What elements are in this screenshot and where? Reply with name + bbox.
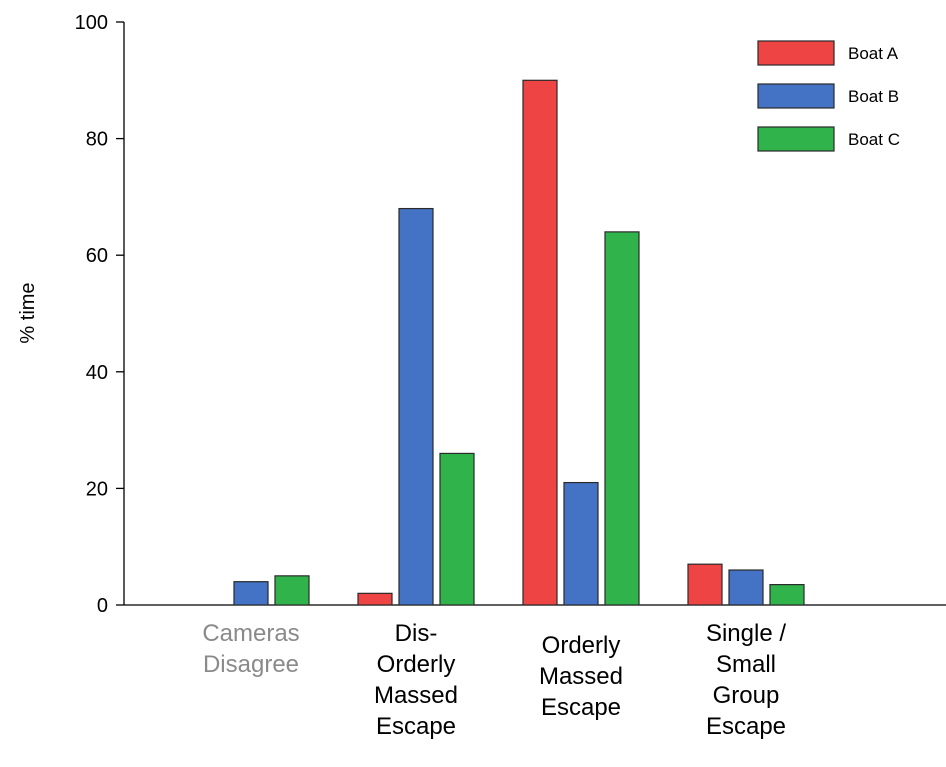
legend-label: Boat C [848,130,900,149]
x-category-label-line: Escape [541,694,621,721]
y-tick-label: 80 [86,129,108,151]
bar-boat-a-cat-2 [522,79,558,606]
x-category-label-line: Escape [376,713,456,740]
legend-swatch [757,126,835,152]
x-category-label: Cameras Disagree [202,620,299,678]
y-tick-label: 40 [86,362,108,384]
bar-boat-a-cat-3 [687,563,723,606]
legend-swatch [757,83,835,109]
x-category-label-line: Escape [706,713,786,740]
legend-label: Boat A [848,44,899,63]
x-category-label-line: Small [716,651,776,678]
bar-boat-c-cat-3 [769,583,805,606]
legend: Boat A Boat B Boat C [757,40,900,152]
x-category-label: Dis- Orderly Massed Escape [374,620,458,740]
legend-label: Boat B [848,87,899,106]
y-axis-label: % time [17,282,39,343]
x-category-label-line: Orderly [542,632,621,659]
y-tick-label: 20 [86,478,108,500]
x-category-label-line: Group [713,682,780,709]
bar-boat-b-cat-3 [728,569,764,606]
bars [233,79,805,606]
x-category-label-line: Cameras [202,620,299,647]
bar-boat-b-cat-2 [563,481,599,606]
bar-boat-c-cat-0 [274,575,310,606]
bar-boat-c-cat-2 [604,231,640,606]
x-category-label-line: Disagree [203,651,299,678]
x-category-label: Orderly Massed Escape [539,632,623,721]
x-category-label-line: Dis- [395,620,438,647]
y-tick-label: 60 [86,245,108,267]
bar-boat-c-cat-1 [439,452,475,606]
bar-boat-b-cat-0 [233,581,269,606]
y-tick-label: 0 [97,595,108,617]
x-category-label: Single / Small Group Escape [706,620,786,740]
x-category-label-line: Massed [374,682,458,709]
bar-boat-a-cat-1 [357,592,393,606]
y-tick-label: 100 [75,12,108,34]
x-category-label-line: Orderly [377,651,456,678]
x-category-label-line: Massed [539,663,623,690]
x-category-label-line: Single / [706,620,786,647]
legend-swatch [757,40,835,66]
bar-boat-b-cat-1 [398,207,434,606]
